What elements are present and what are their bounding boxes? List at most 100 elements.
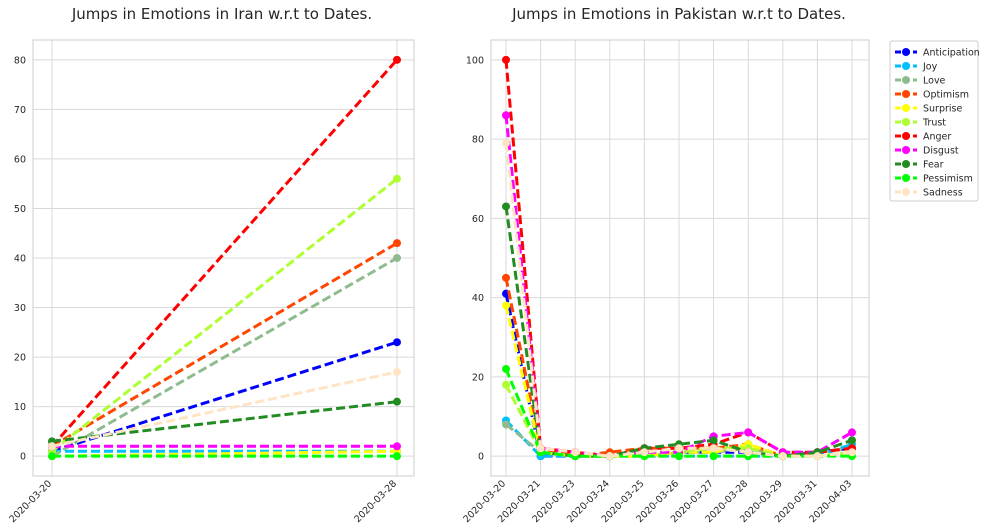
data-point xyxy=(848,428,856,437)
legend-label: Joy xyxy=(922,62,938,73)
legend-entry: Surprise xyxy=(895,104,962,115)
data-point xyxy=(502,111,510,120)
legend-entry: Disgust xyxy=(895,146,959,157)
data-point xyxy=(502,301,510,310)
y-tick-label: 60 xyxy=(14,154,26,165)
data-point xyxy=(605,452,614,461)
series-line xyxy=(50,58,399,448)
y-tick-label: 100 xyxy=(466,55,484,66)
legend-label: Anticipation xyxy=(923,48,980,59)
y-tick-label: 0 xyxy=(478,452,484,463)
data-point xyxy=(709,436,718,445)
legend-entry: Optimism xyxy=(895,90,969,101)
x-tick-label: 2020-03-28 xyxy=(352,478,399,525)
data-point xyxy=(848,436,856,445)
series-trust xyxy=(48,174,401,456)
legend-swatch-marker xyxy=(902,118,910,126)
data-point xyxy=(502,202,510,211)
legend-label: Anger xyxy=(923,132,951,143)
pakistan-chart-panel: Jumps in Emotions in Pakistan w.r.t to D… xyxy=(461,5,870,525)
legend-swatch-marker xyxy=(902,90,910,98)
y-tick-label: 40 xyxy=(14,254,26,265)
y-tick-label: 40 xyxy=(472,293,484,304)
legend-label: Trust xyxy=(922,118,946,129)
legend-entry: Trust xyxy=(895,118,946,129)
data-point xyxy=(675,444,683,453)
data-point xyxy=(571,448,580,457)
series-disgust xyxy=(48,442,401,451)
legend-label: Optimism xyxy=(923,90,969,101)
legend-entry: Pessimism xyxy=(895,174,973,185)
y-tick-label: 80 xyxy=(472,135,484,146)
data-point xyxy=(502,139,510,148)
data-point xyxy=(502,364,510,373)
data-point xyxy=(778,452,787,461)
data-point xyxy=(393,239,401,248)
legend-swatch-marker xyxy=(902,160,910,168)
data-point xyxy=(393,55,401,64)
y-tick-label: 70 xyxy=(14,105,26,116)
series-pessimism xyxy=(48,452,401,461)
y-tick-label: 80 xyxy=(14,55,26,66)
data-point xyxy=(744,428,753,437)
y-tick-label: 20 xyxy=(14,353,26,364)
data-point xyxy=(393,442,401,451)
y-tick-label: 10 xyxy=(14,402,26,413)
data-point xyxy=(709,444,718,453)
legend-swatch-marker xyxy=(902,48,910,56)
data-point xyxy=(393,367,401,376)
y-tick-label: 0 xyxy=(20,452,26,463)
plot-frame xyxy=(490,39,870,477)
legend-entry: Anger xyxy=(895,132,951,143)
series-line xyxy=(51,177,398,453)
series-line xyxy=(51,256,398,458)
series-anger xyxy=(48,55,401,451)
legend-swatch-marker xyxy=(902,132,910,140)
data-point xyxy=(813,452,822,461)
series-fear xyxy=(48,397,401,446)
series-sadness xyxy=(502,139,856,461)
y-tick-label: 50 xyxy=(14,204,26,215)
legend-swatch-marker xyxy=(902,104,910,112)
data-point xyxy=(393,452,401,461)
legend-swatch-marker xyxy=(902,188,910,196)
legend-swatch-marker xyxy=(902,146,910,154)
legend-label: Fear xyxy=(923,160,944,171)
data-point xyxy=(48,442,56,451)
legend-label: Disgust xyxy=(923,146,959,157)
legend-entry: Anticipation xyxy=(895,48,980,59)
series-sadness xyxy=(48,367,401,451)
series-optimism xyxy=(48,239,401,451)
data-point xyxy=(502,420,510,429)
legend-label: Love xyxy=(923,76,946,87)
series-surprise xyxy=(48,447,401,461)
data-point xyxy=(536,444,545,453)
chart-title: Jumps in Emotions in Pakistan w.r.t to D… xyxy=(511,5,846,23)
legend-entry: Love xyxy=(895,76,946,87)
iran-chart-panel: Jumps in Emotions in Iran w.r.t to Dates… xyxy=(7,5,415,525)
legend-label: Pessimism xyxy=(923,174,973,185)
legend-entry: Fear xyxy=(895,160,944,171)
data-point xyxy=(640,448,649,457)
chart-legend: Anticipation Joy Love Optimism Surprise Trust… xyxy=(889,40,980,202)
data-point xyxy=(502,55,510,64)
y-tick-label: 20 xyxy=(472,372,484,383)
series-line xyxy=(51,370,398,448)
plot-frame xyxy=(32,39,415,477)
data-point xyxy=(393,254,401,262)
y-tick-label: 30 xyxy=(14,303,26,314)
chart-title: Jumps in Emotions in Iran w.r.t to Dates… xyxy=(71,5,372,23)
data-point xyxy=(393,397,401,406)
data-point xyxy=(393,338,401,347)
data-point xyxy=(48,452,56,461)
x-tick-label: 2020-03-20 xyxy=(7,478,54,525)
data-point xyxy=(502,273,510,282)
data-point xyxy=(744,448,753,457)
legend-label: Sadness xyxy=(923,188,963,199)
legend-label: Surprise xyxy=(923,104,962,115)
legend-swatch-marker xyxy=(902,76,910,84)
series-line xyxy=(51,241,398,448)
data-point xyxy=(709,452,718,461)
data-point xyxy=(502,380,510,389)
